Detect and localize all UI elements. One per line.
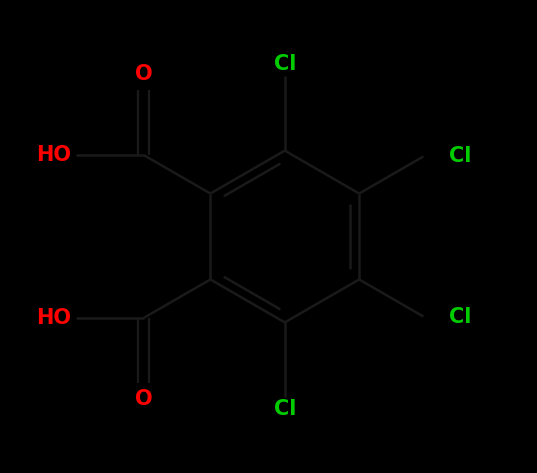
Text: Cl: Cl [273,54,296,74]
Text: Cl: Cl [273,399,296,419]
Text: O: O [135,64,153,84]
Text: HO: HO [37,145,71,165]
Text: O: O [135,389,153,409]
Text: Cl: Cl [449,307,471,326]
Text: Cl: Cl [449,147,471,166]
Text: HO: HO [37,308,71,328]
